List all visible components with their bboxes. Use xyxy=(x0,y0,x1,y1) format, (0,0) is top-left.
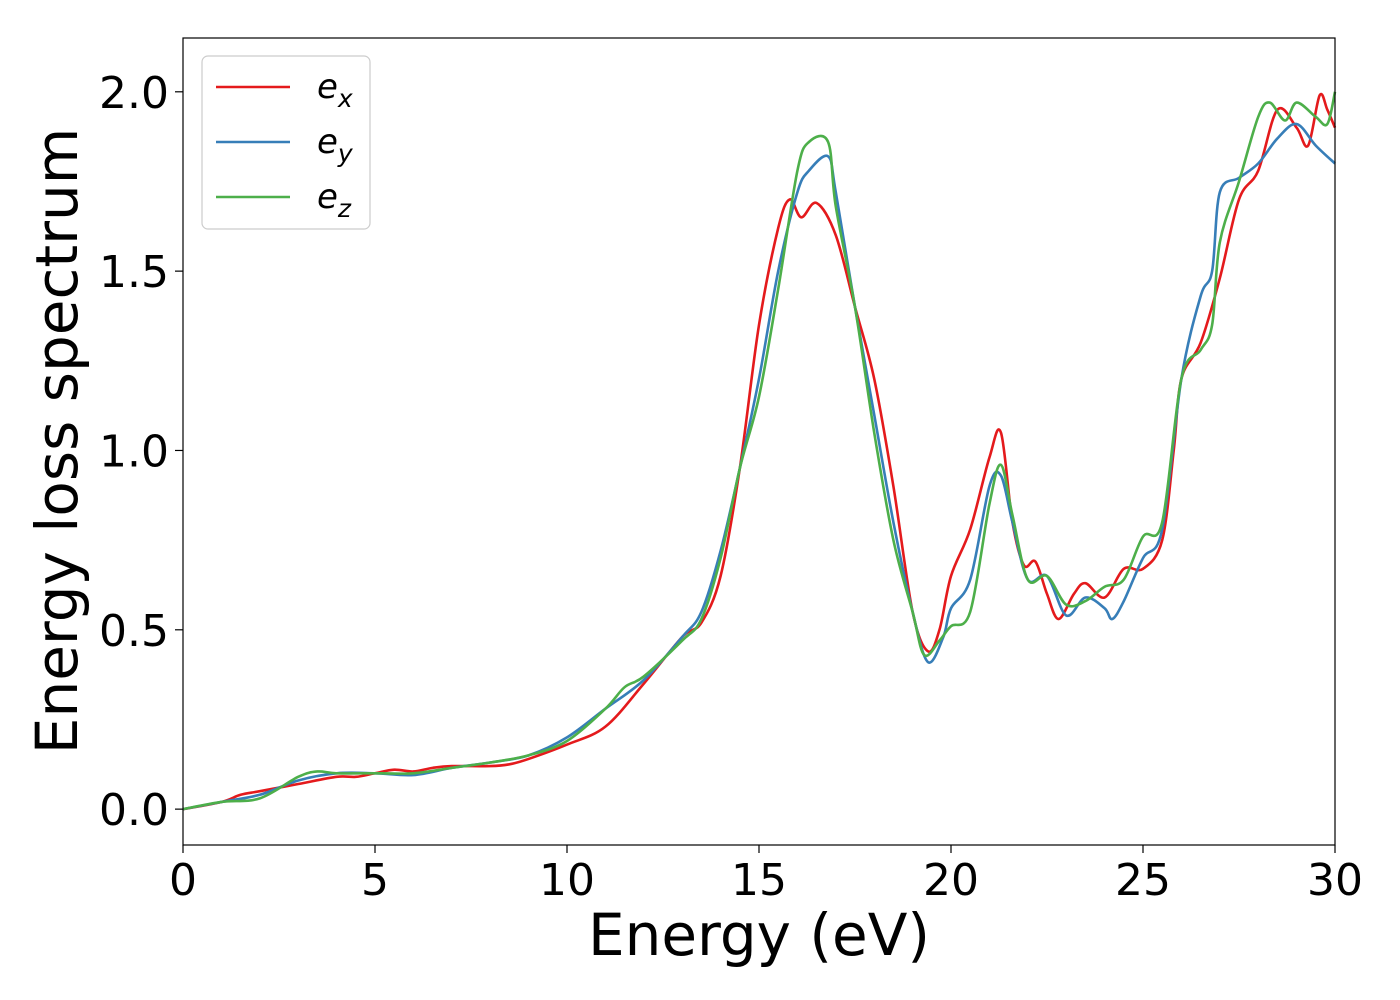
y-axis-title: Energy loss spectrum xyxy=(23,128,91,754)
x-axis-ticks: 0 5 10 15 20 25 30 xyxy=(169,845,1363,906)
series-line-e_z xyxy=(182,91,1337,811)
legend-label-e_y: ey xyxy=(317,122,354,168)
legend-label-e_z: ez xyxy=(317,177,352,223)
x-tick-label: 0 xyxy=(169,855,197,906)
x-tick-label: 5 xyxy=(361,855,389,906)
x-tick-label: 20 xyxy=(923,855,979,906)
y-tick-label: 0.0 xyxy=(99,785,169,836)
x-tick-label: 25 xyxy=(1115,855,1171,906)
y-axis-ticks: 0.0 0.5 1.0 1.5 2.0 xyxy=(99,68,183,836)
y-tick-label: 0.5 xyxy=(99,606,169,657)
x-tick-label: 15 xyxy=(731,855,787,906)
y-tick-label: 1.0 xyxy=(99,426,169,477)
y-tick-label: 1.5 xyxy=(99,247,169,298)
x-tick-label: 10 xyxy=(539,855,595,906)
legend: ex ey ez xyxy=(201,55,371,230)
legend-label-e_x: ex xyxy=(317,67,353,113)
series-lines xyxy=(182,91,1337,811)
y-tick-label: 2.0 xyxy=(99,68,169,119)
plot-area xyxy=(183,38,1335,845)
x-axis-title: Energy (eV) xyxy=(588,901,930,969)
x-tick-label: 30 xyxy=(1307,855,1363,906)
